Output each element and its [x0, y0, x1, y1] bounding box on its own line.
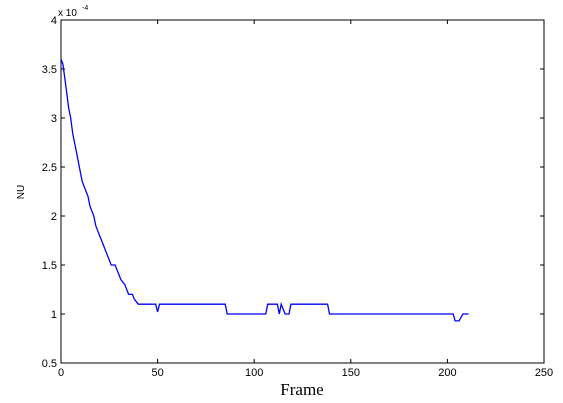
y-tick-label: 1.5 [42, 260, 57, 272]
x-axis-title: Frame [280, 380, 323, 399]
x-tick-label: 250 [535, 367, 553, 379]
plot-area [60, 19, 545, 364]
y-axis-title: NU [16, 185, 27, 199]
y-tick-label: 3 [51, 113, 57, 125]
x-tick-label: 100 [245, 367, 263, 379]
y-exponent-label: x 10 [58, 8, 77, 19]
x-tick-label: 150 [342, 367, 360, 379]
x-tick-label: 200 [438, 367, 456, 379]
y-tick-label: 3.5 [42, 64, 57, 76]
y-tick-label: 1 [51, 309, 57, 321]
x-tick-label: 50 [151, 367, 163, 379]
series-line-nu [60, 58, 469, 322]
axis-tick-labels: 0 50 100 150 200 250 0.5 1 1.5 2 2.5 3 3.5 4 [42, 15, 553, 379]
y-tick-label: 2 [51, 211, 57, 223]
y-exponent-superscript: -4 [82, 5, 88, 12]
y-tick-label: 0.5 [42, 358, 57, 370]
x-tick-label: 0 [58, 367, 64, 379]
y-tick-label: 2.5 [42, 162, 57, 174]
y-tick-label: 4 [51, 15, 57, 27]
